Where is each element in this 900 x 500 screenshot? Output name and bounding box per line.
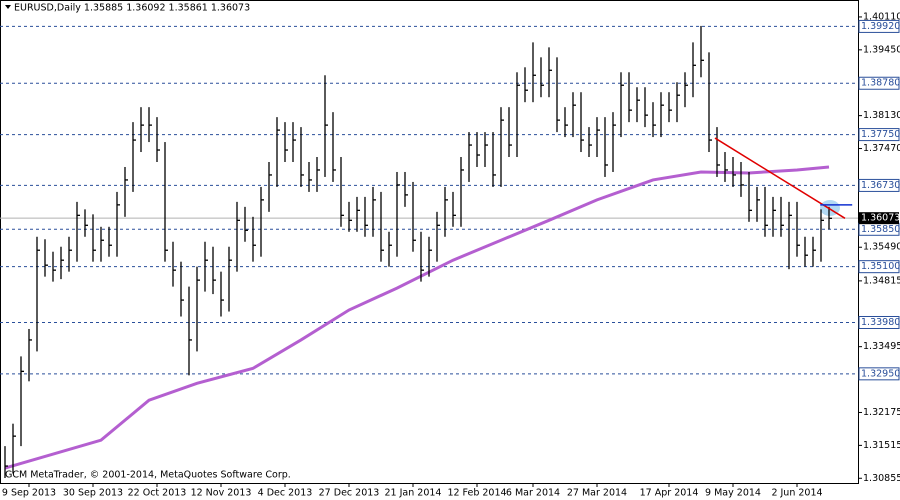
- level-label: 1.36730: [861, 180, 900, 191]
- level-box: [858, 260, 900, 274]
- x-tick-label: 12 Feb 2014: [447, 488, 506, 499]
- level-label: 1.35100: [861, 261, 900, 272]
- level-box: [858, 178, 900, 192]
- y-tick-label: 1.38130: [863, 110, 900, 121]
- y-tick-label: 1.30855: [863, 473, 900, 484]
- last-price-box: [859, 212, 899, 225]
- x-tick-label: 30 Sep 2013: [63, 488, 123, 499]
- level-label: 1.35850: [861, 224, 900, 235]
- level-label: 1.33980: [861, 317, 900, 328]
- level-label: 1.37750: [861, 129, 900, 140]
- x-tick-label: 17 Apr 2014: [640, 488, 699, 499]
- footer: GCM MetaTrader, © 2001-2014, MetaQuotes …: [5, 470, 291, 481]
- y-tick-label: 1.40110: [863, 11, 900, 22]
- x-tick-label: 9 May 2014: [705, 488, 761, 499]
- x-tick-label: 27 Dec 2013: [319, 488, 380, 499]
- y-tick-label: 1.33495: [863, 341, 900, 352]
- y-tick-label: 1.31515: [863, 440, 900, 451]
- last-price-label: 1.36073: [861, 213, 900, 224]
- x-tick-label: 12 Nov 2013: [191, 488, 252, 499]
- y-tick-label: 1.32175: [863, 407, 900, 418]
- level-label: 1.38780: [861, 78, 900, 89]
- x-tick-label: 27 Mar 2014: [567, 488, 627, 499]
- level-label: 1.32950: [861, 368, 900, 379]
- y-tick-label: 1.37470: [863, 143, 900, 154]
- x-tick-label: 21 Jan 2014: [385, 488, 442, 499]
- x-tick-label: 4 Dec 2013: [258, 488, 313, 499]
- x-tick-label: 22 Oct 2013: [128, 488, 187, 499]
- menu-triangle[interactable]: [5, 5, 11, 9]
- y-tick-label: 1.35490: [863, 242, 900, 253]
- level-label: 1.39920: [861, 21, 900, 32]
- y-tick-label: 1.39450: [863, 44, 900, 55]
- y-tick-label: 1.34815: [863, 275, 900, 286]
- x-tick-label: 6 Mar 2014: [506, 488, 560, 499]
- level-box: [858, 76, 900, 90]
- chart-title: EURUSD,Daily 1.35885 1.36092 1.35861 1.3…: [14, 3, 250, 14]
- level-box: [858, 315, 900, 329]
- level-box: [858, 367, 900, 381]
- level-box: [858, 19, 900, 33]
- x-tick-label: 2 Jun 2014: [771, 488, 822, 499]
- x-tick-label: 9 Sep 2013: [2, 488, 56, 499]
- level-box: [858, 128, 900, 142]
